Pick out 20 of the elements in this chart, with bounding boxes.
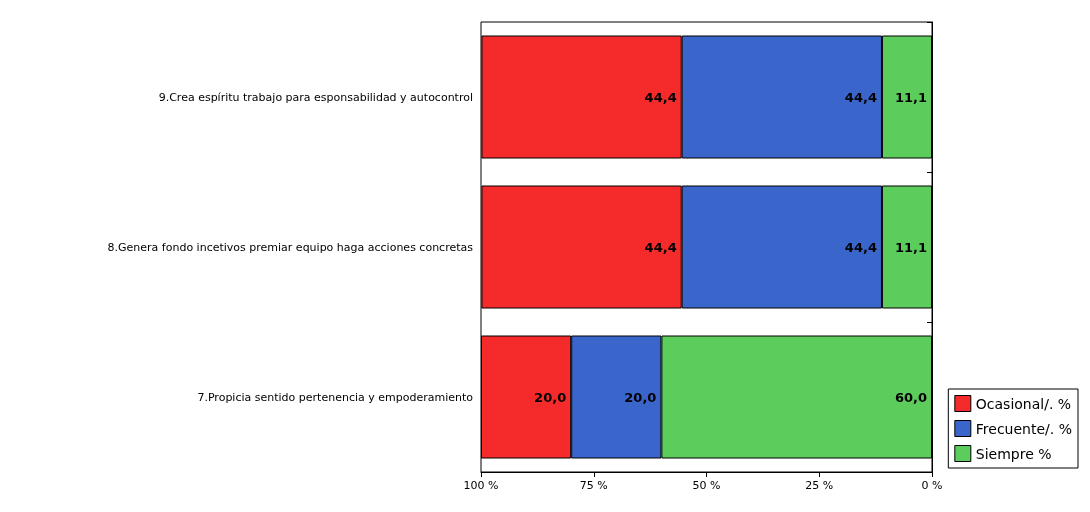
x-tick-label: 75 % (579, 479, 608, 492)
data-label: 60,0 (894, 389, 927, 405)
data-label: 44,4 (844, 239, 877, 255)
data-label: 11,1 (894, 239, 927, 255)
data-label: 44,4 (644, 239, 677, 255)
data-label: 20,0 (534, 389, 567, 405)
data-label: 44,4 (644, 89, 677, 105)
data-label: 44,4 (844, 89, 877, 105)
data-label: 11,1 (894, 89, 927, 105)
data-label: 20,0 (624, 389, 657, 405)
legend-label: Siempre % (975, 445, 1052, 462)
legend-label: Frecuente/. % (975, 420, 1073, 437)
x-tick-label: 25 % (805, 479, 834, 492)
legend-label: Ocasional/. % (975, 395, 1072, 412)
y-tick-label: 9.Crea espíritu trabajo para esponsabilidad y autocontrol (158, 90, 473, 104)
y-tick-label: 8.Genera fondo incetivos premiar equipo haga acciones concretas (107, 240, 474, 254)
x-tick-label: 100 % (463, 479, 499, 492)
y-tick-label: 7.Propicia sentido pertenencia y empoderamiento (197, 390, 474, 404)
x-tick-label: 50 % (692, 479, 721, 492)
x-tick-label: 0 % (921, 479, 943, 492)
